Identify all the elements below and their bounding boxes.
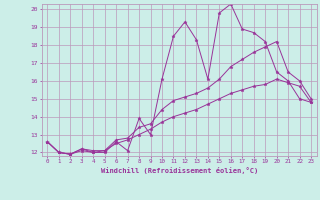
X-axis label: Windchill (Refroidissement éolien,°C): Windchill (Refroidissement éolien,°C) [100, 167, 258, 174]
